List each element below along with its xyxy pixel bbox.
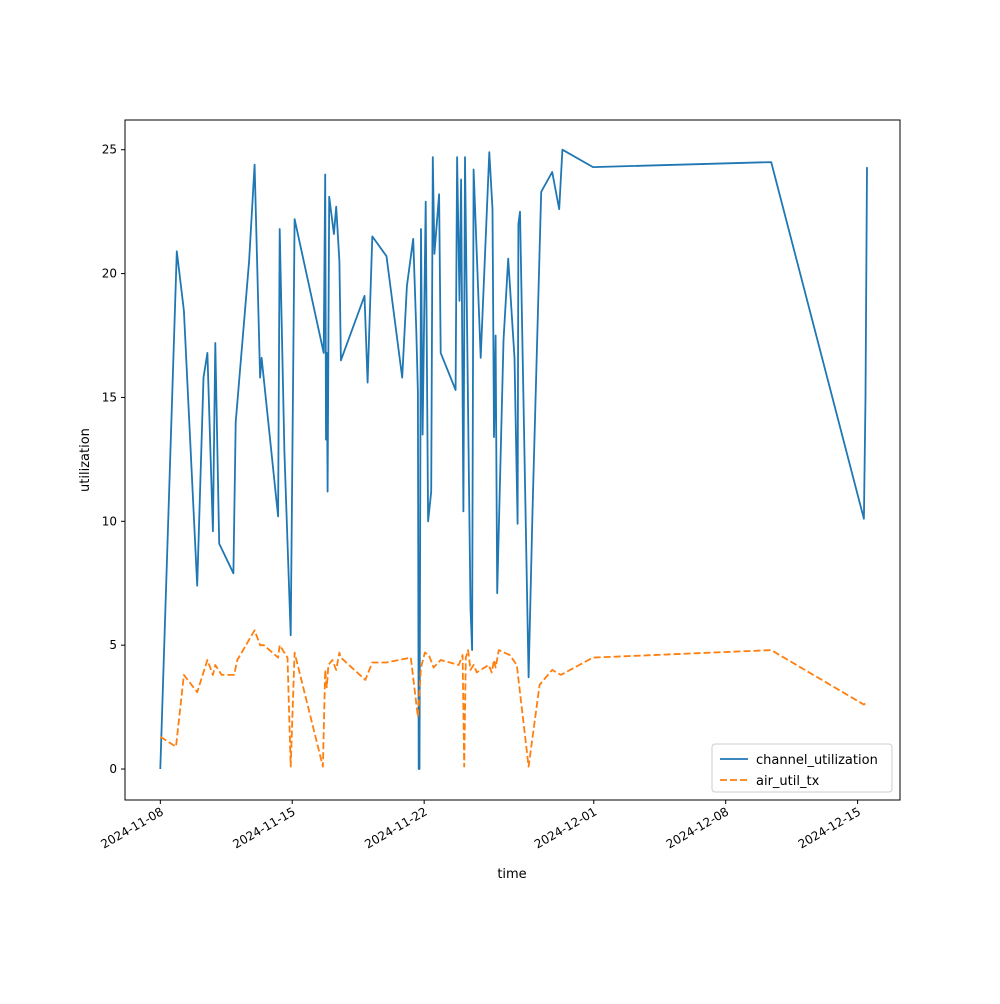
y-tick-label: 15 — [102, 390, 117, 404]
y-axis-label: utilization — [78, 428, 93, 492]
y-tick-label: 20 — [102, 267, 117, 281]
y-tick-label: 0 — [109, 762, 117, 776]
axes-frame — [124, 119, 901, 801]
y-tick-label: 10 — [102, 514, 117, 528]
y-axis: 0 5 10 15 20 25 — [102, 143, 125, 776]
plot-area — [159, 148, 868, 770]
legend-box — [711, 743, 893, 793]
legend-label: air_util_tx — [756, 774, 820, 789]
legend-label: channel_utilization — [756, 753, 878, 768]
x-axis-label: time — [497, 867, 526, 882]
y-tick-label: 5 — [109, 638, 117, 652]
series-line-air-util-tx — [159, 629, 868, 768]
legend: channel_utilization air_util_tx — [711, 743, 893, 793]
y-tick-label: 25 — [102, 143, 117, 157]
series-line-channel-utilization — [159, 148, 868, 770]
